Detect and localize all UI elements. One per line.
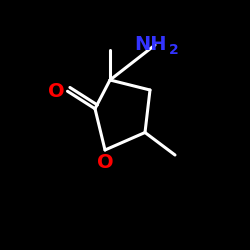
Text: O: O — [97, 153, 113, 172]
Text: NH: NH — [134, 36, 166, 54]
Text: O: O — [48, 82, 64, 101]
Text: 2: 2 — [169, 42, 178, 56]
